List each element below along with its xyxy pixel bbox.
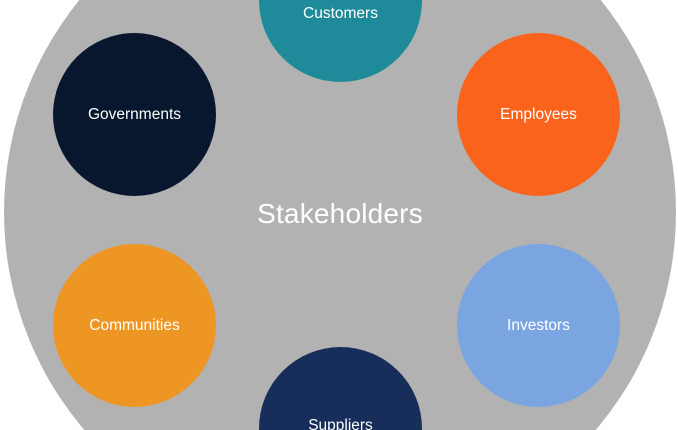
customers-label: Customers	[303, 5, 378, 22]
employees-node: Employees	[457, 33, 620, 196]
investors-node: Investors	[457, 244, 620, 407]
governments-label: Governments	[87, 105, 182, 123]
employees-label: Employees	[500, 105, 577, 123]
communities-label: Communities	[89, 316, 180, 334]
hub-title: Stakeholders	[257, 198, 423, 229]
suppliers-label: Suppliers	[308, 417, 373, 430]
investors-label: Investors	[507, 316, 570, 334]
communities-node: Communities	[53, 244, 216, 407]
governments-node: Governments	[53, 33, 216, 196]
